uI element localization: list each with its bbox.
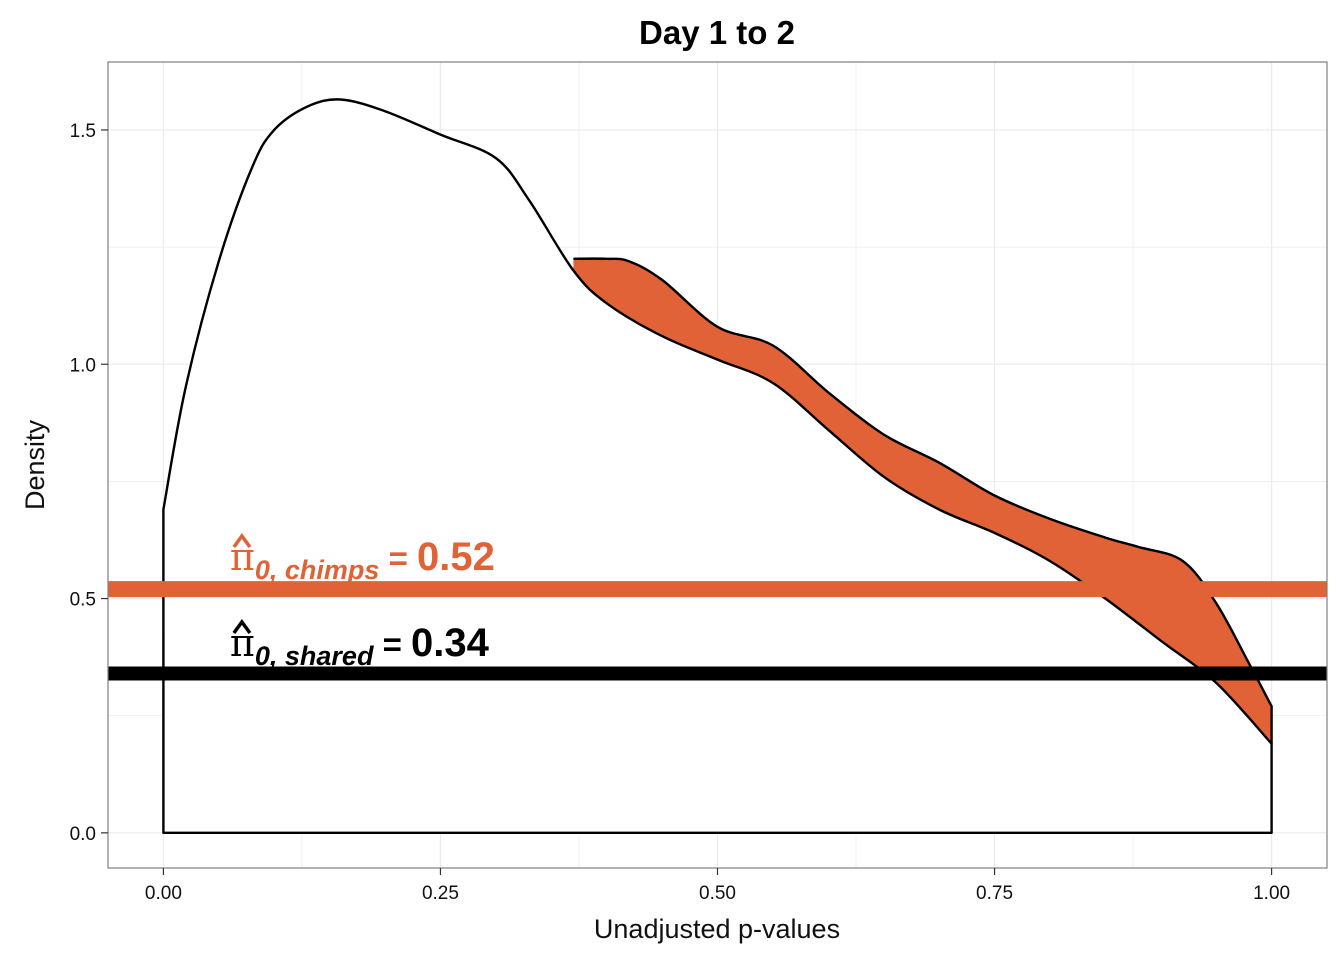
label-value: 0.34 [411, 621, 490, 665]
panel [107, 61, 1328, 869]
y-tick-label: 0.5 [70, 590, 96, 611]
x-axis: 0.00 0.25 0.50 0.75 1.00 [145, 868, 1290, 904]
shared-density-area [162, 98, 1273, 835]
label-subscript: 0, shared [255, 641, 374, 671]
y-tick-label: 1.5 [70, 121, 96, 142]
label-subscript: 0, chimps [255, 555, 380, 585]
chart-marks [108, 98, 1327, 835]
chimps-density-line [573, 257, 1273, 744]
y-axis-title: Density [20, 419, 50, 510]
y-axis: 0.0 0.5 1.0 1.5 [70, 121, 108, 845]
chart-title: Day 1 to 2 [639, 14, 795, 51]
x-tick-label: 0.25 [422, 883, 459, 904]
y-tick-label: 1.0 [70, 355, 96, 376]
y-tick-label: 0.0 [70, 824, 96, 845]
hat-symbol [232, 619, 252, 635]
label-equals: = [379, 540, 417, 577]
x-tick-label: 0.75 [976, 883, 1013, 904]
hat-symbol [232, 533, 252, 549]
x-tick-label: 0.50 [699, 883, 736, 904]
x-tick-label: 1.00 [1253, 883, 1290, 904]
label-value: 0.52 [417, 535, 495, 579]
annotation-chimps: π0, chimps = 0.52 [230, 533, 495, 585]
label-shared: π0, shared = 0.34 [230, 621, 490, 671]
label-equals: = [373, 626, 411, 663]
pi-symbol: π [230, 535, 255, 579]
pi-symbol: π [230, 621, 255, 665]
x-tick-label: 0.00 [145, 883, 182, 904]
label-chimps: π0, chimps = 0.52 [230, 535, 495, 585]
x-axis-title: Unadjusted p-values [594, 914, 840, 944]
annotation-shared: π0, shared = 0.34 [230, 619, 490, 671]
